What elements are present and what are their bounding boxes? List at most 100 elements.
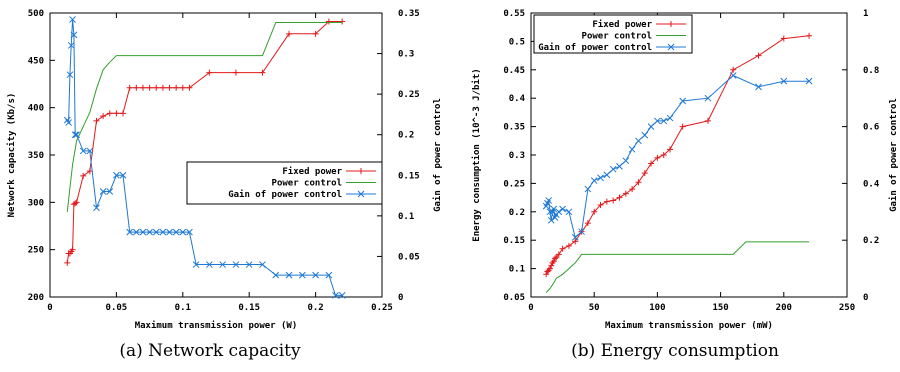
data-point [72, 200, 79, 207]
x-tick-label: 100 [649, 303, 665, 313]
data-point [647, 123, 655, 130]
data-point [660, 152, 667, 158]
legend-marker [668, 21, 674, 27]
data-point [780, 77, 788, 85]
data-point [232, 69, 239, 76]
data-point [126, 84, 133, 91]
data-point [616, 163, 623, 170]
legend-label: Gain of power control [538, 42, 652, 53]
data-point [590, 177, 598, 184]
data-point [543, 271, 550, 278]
data-point [172, 228, 180, 236]
data-point [559, 245, 566, 252]
data-point [113, 110, 120, 117]
data-point [641, 170, 648, 177]
y2-tick-label: 0.3 [398, 50, 414, 60]
data-point [106, 188, 114, 195]
data-point [119, 171, 127, 179]
y-tick-label: 0.55 [503, 9, 525, 19]
data-point [70, 31, 78, 39]
data-point [120, 110, 127, 117]
data-point [106, 110, 113, 117]
data-point [660, 117, 668, 125]
data-point [565, 208, 573, 216]
data-point [780, 35, 787, 42]
series-line [545, 241, 810, 293]
data-point [666, 114, 674, 122]
y2-tick-label: 0.2 [398, 131, 414, 141]
x-tick-label: 0.15 [238, 303, 260, 313]
data-point [622, 157, 630, 165]
data-point [755, 83, 762, 91]
legend-label: Fixed power [592, 19, 652, 30]
x-tick-label: 0 [47, 303, 52, 313]
x-tick-label: 0.25 [371, 303, 393, 313]
data-point [86, 147, 94, 155]
data-point [555, 208, 563, 216]
data-point [603, 171, 611, 179]
y2-tick-label: 0.4 [863, 179, 880, 189]
data-point [610, 197, 617, 204]
y-tick-label: 500 [28, 9, 44, 19]
data-point [547, 216, 555, 224]
data-point [93, 204, 100, 212]
data-point [805, 77, 813, 85]
data-point [550, 205, 558, 213]
y-tick-label: 400 [28, 104, 44, 114]
y2-tick-label: 0.8 [863, 66, 879, 76]
y-tick-label: 0.35 [503, 123, 525, 133]
y2-axis-label: Gain of power control [432, 98, 443, 212]
y2-tick-label: 0.35 [398, 9, 420, 19]
network-capacity-chart: 0 0.05 0.1 0.15 0.2 0.25 200 250 300 350 400 450 500… [6, 9, 443, 331]
data-point [67, 42, 75, 49]
legend-marker [357, 190, 365, 198]
data-point [597, 174, 604, 182]
y2-tick-label: 1 [863, 9, 868, 19]
data-point [584, 185, 592, 193]
data-point [578, 228, 585, 236]
data-point [286, 30, 293, 37]
y-tick-label: 0.4 [509, 94, 526, 104]
x-axis-label: Maximum transmission power (W) [135, 320, 298, 331]
data-point [179, 228, 187, 236]
data-point [80, 172, 87, 179]
data-point [654, 154, 661, 161]
data-point [186, 84, 193, 91]
data-point [338, 292, 346, 299]
y-tick-label: 250 [28, 246, 44, 256]
x-tick-label: 0 [528, 303, 533, 313]
data-point [679, 123, 686, 130]
data-point [272, 271, 280, 279]
y-tick-label: 0.15 [503, 236, 525, 246]
data-point [654, 117, 661, 125]
data-point [139, 84, 146, 91]
y-tick-label: 200 [28, 293, 44, 303]
legend-marker [358, 168, 364, 174]
data-point [546, 265, 553, 272]
x-tick-label: 250 [839, 303, 855, 313]
data-point [312, 30, 319, 37]
data-point [79, 147, 87, 155]
data-point [312, 271, 319, 279]
data-point [146, 84, 153, 91]
data-point [603, 198, 610, 205]
energy-consumption-chart: 0 50 100 150 200 250 0.05 0.1 0.15 0.2 0.25 0.3 0.35… [471, 9, 899, 331]
data-point [99, 188, 107, 195]
y2-tick-label: 0.6 [863, 123, 879, 133]
data-point [232, 261, 240, 268]
data-point [544, 268, 551, 275]
data-point [259, 261, 266, 268]
y2-tick-label: 0 [398, 293, 403, 303]
x-tick-label: 50 [589, 303, 600, 313]
caption-b: (b) Energy consumption [571, 341, 779, 361]
data-point [806, 32, 813, 39]
data-point [552, 255, 559, 262]
y2-tick-label: 0.15 [398, 171, 420, 181]
y-tick-label: 350 [28, 151, 44, 161]
data-point [635, 179, 642, 186]
data-point [616, 194, 623, 201]
data-point [245, 261, 253, 268]
data-point [64, 259, 71, 266]
